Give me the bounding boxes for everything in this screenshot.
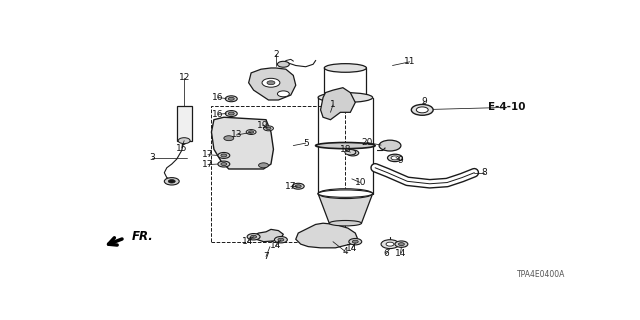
Circle shape <box>275 236 287 243</box>
Text: 9: 9 <box>422 97 428 106</box>
Text: 14: 14 <box>395 249 406 258</box>
Bar <box>177 106 191 141</box>
Text: 7: 7 <box>263 252 269 261</box>
Text: E-4-10: E-4-10 <box>488 102 525 112</box>
Ellipse shape <box>324 94 367 101</box>
Circle shape <box>388 154 403 162</box>
Circle shape <box>278 238 284 241</box>
Circle shape <box>251 235 257 238</box>
Circle shape <box>399 243 404 246</box>
Circle shape <box>267 81 275 85</box>
Circle shape <box>218 153 230 158</box>
Text: 19: 19 <box>257 121 268 130</box>
Polygon shape <box>318 194 372 223</box>
Text: 16: 16 <box>212 93 223 102</box>
Circle shape <box>381 240 399 249</box>
Circle shape <box>218 161 230 167</box>
Circle shape <box>386 242 394 246</box>
Text: 14: 14 <box>270 241 282 250</box>
Circle shape <box>221 154 227 157</box>
Circle shape <box>228 112 234 115</box>
Circle shape <box>228 97 234 100</box>
Ellipse shape <box>318 190 372 197</box>
Polygon shape <box>253 229 284 242</box>
Circle shape <box>345 149 356 155</box>
Text: 4: 4 <box>342 247 348 256</box>
Circle shape <box>395 241 408 247</box>
Text: 14: 14 <box>346 244 358 253</box>
Text: 9: 9 <box>397 156 403 165</box>
Text: 3: 3 <box>149 153 155 163</box>
Text: 15: 15 <box>176 144 188 153</box>
Ellipse shape <box>324 64 367 72</box>
Circle shape <box>347 150 359 156</box>
Text: TPA4E0400A: TPA4E0400A <box>517 270 566 279</box>
Text: 17: 17 <box>285 182 296 191</box>
Circle shape <box>277 91 289 97</box>
Circle shape <box>349 238 362 245</box>
Circle shape <box>224 136 234 141</box>
Text: 6: 6 <box>383 250 389 259</box>
Text: 10: 10 <box>355 178 366 187</box>
Ellipse shape <box>318 189 372 198</box>
Circle shape <box>412 104 433 115</box>
Circle shape <box>391 156 399 160</box>
Text: 18: 18 <box>340 145 351 154</box>
Circle shape <box>259 163 269 168</box>
Text: 16: 16 <box>212 110 223 119</box>
Text: 13: 13 <box>230 131 242 140</box>
Circle shape <box>277 61 289 67</box>
Text: FR.: FR. <box>132 230 154 243</box>
Circle shape <box>266 127 271 130</box>
Circle shape <box>168 180 175 183</box>
Circle shape <box>292 183 304 189</box>
Ellipse shape <box>329 220 362 226</box>
Circle shape <box>350 151 356 155</box>
Circle shape <box>178 138 190 144</box>
Polygon shape <box>211 117 273 169</box>
Polygon shape <box>249 68 296 100</box>
Circle shape <box>262 78 280 87</box>
Text: 2: 2 <box>273 50 279 59</box>
Circle shape <box>264 126 273 131</box>
Text: 12: 12 <box>179 73 190 82</box>
Circle shape <box>164 178 179 185</box>
Polygon shape <box>321 88 355 120</box>
Text: 1: 1 <box>330 100 336 109</box>
Circle shape <box>246 130 256 134</box>
Text: 17: 17 <box>202 150 214 159</box>
Circle shape <box>295 185 301 188</box>
Polygon shape <box>296 223 358 248</box>
Circle shape <box>379 140 401 151</box>
Text: 17: 17 <box>202 160 214 169</box>
Ellipse shape <box>316 142 375 149</box>
Circle shape <box>225 111 237 116</box>
Circle shape <box>352 240 358 243</box>
Circle shape <box>248 131 253 133</box>
Ellipse shape <box>318 92 372 102</box>
Circle shape <box>225 96 237 102</box>
Bar <box>211 106 346 242</box>
Text: 11: 11 <box>404 57 415 66</box>
Text: 14: 14 <box>242 237 253 246</box>
Text: 5: 5 <box>303 139 308 148</box>
Circle shape <box>221 163 227 165</box>
Text: 20: 20 <box>361 138 372 147</box>
Circle shape <box>247 234 260 240</box>
Text: 8: 8 <box>481 168 487 177</box>
Circle shape <box>416 107 428 113</box>
